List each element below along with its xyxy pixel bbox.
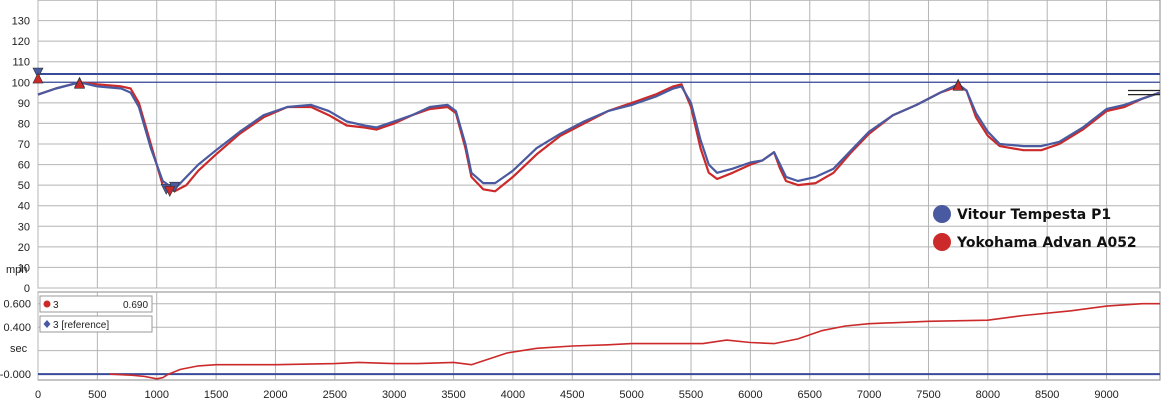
blue-diamond-icon xyxy=(43,320,51,328)
x-tick-label: 3000 xyxy=(382,389,406,401)
delta-info-label-1: 3 xyxy=(53,300,59,311)
x-tick-label: 6000 xyxy=(738,389,762,401)
legend-swatch-yokohama xyxy=(933,233,951,251)
delta-info-box: 3 0.690 3 [reference] xyxy=(39,295,153,333)
x-tick-label: 4000 xyxy=(501,389,525,401)
time-delta-series xyxy=(109,302,1160,380)
time-delta-plot-area xyxy=(37,291,1161,381)
x-tick-label: 3500 xyxy=(441,389,465,401)
red-circle-icon xyxy=(43,300,51,308)
x-tick-label: 6500 xyxy=(798,389,822,401)
x-tick-label: 8000 xyxy=(976,389,1000,401)
x-tick-label: 9000 xyxy=(1094,389,1118,401)
x-tick-label: 2000 xyxy=(263,389,287,401)
speed-reference-lines xyxy=(38,73,1160,83)
speed-y-tick-label: 100 xyxy=(12,77,30,89)
x-tick-label: 1000 xyxy=(144,389,168,401)
x-tick-label: 7500 xyxy=(916,389,940,401)
speed-y-tick-label: 130 xyxy=(12,16,30,28)
speed-y-ticks: 0 10 20 30 40 50 60 70 80 90 100 110 120 130 xyxy=(12,16,30,295)
legend-label-yokohama: Yokohama Advan A052 xyxy=(956,235,1137,251)
delta-info-value-1: 0.690 xyxy=(123,300,148,311)
time-delta-y-ticks: -0.000 0.400 0.600 xyxy=(0,299,31,381)
speed-panel: 0 10 20 30 40 50 60 70 80 90 100 110 120 130 mph Vito… xyxy=(6,0,1161,304)
speed-y-tick-label: 40 xyxy=(18,201,30,213)
speed-grid xyxy=(37,0,1160,289)
speed-y-tick-label: 80 xyxy=(18,118,30,130)
time-delta-y-tick-label: 0.600 xyxy=(3,299,31,311)
legend: Vitour Tempesta P1 Yokohama Advan A052 xyxy=(933,205,1137,251)
min-marker-icon xyxy=(164,186,176,197)
speed-y-tick-label: 10 xyxy=(18,262,30,274)
legend-item-vitour: Vitour Tempesta P1 xyxy=(933,205,1111,223)
time-delta-series-line xyxy=(109,302,1160,380)
speed-axis-label: mph xyxy=(6,264,27,276)
speed-y-tick-label: 20 xyxy=(18,242,30,254)
x-tick-label: 1500 xyxy=(204,389,228,401)
speed-y-tick-label: 60 xyxy=(18,160,30,172)
time-delta-y-tick-label: 0.400 xyxy=(3,322,31,334)
speed-y-tick-label: 50 xyxy=(18,180,30,192)
time-delta-panel: -0.000 0.400 0.600 sec 3 0.690 3 [referenc… xyxy=(0,291,1161,381)
x-tick-label: 8500 xyxy=(1035,389,1059,401)
speed-markers xyxy=(32,67,964,197)
legend-label-vitour: Vitour Tempesta P1 xyxy=(957,207,1111,223)
x-tick-label: 500 xyxy=(88,389,106,401)
max-marker-icon xyxy=(74,77,86,89)
legend-swatch-vitour xyxy=(933,205,951,223)
x-axis-ticks: 0 500 1000 1500 2000 2500 3000 3500 4000 4500 5000… xyxy=(35,389,1119,401)
x-tick-label: 4500 xyxy=(560,389,584,401)
speed-y-tick-label: 70 xyxy=(18,139,30,151)
delta-info-row-2 xyxy=(39,315,153,333)
x-tick-label: 5000 xyxy=(619,389,643,401)
time-delta-y-tick-label: -0.000 xyxy=(0,369,31,381)
x-tick-label: 0 xyxy=(35,389,41,401)
delta-info-label-2: 3 [reference] xyxy=(53,320,109,331)
x-tick-label: 7000 xyxy=(857,389,881,401)
speed-y-tick-label: 0 xyxy=(24,283,30,295)
legend-item-yokohama: Yokohama Advan A052 xyxy=(933,233,1137,251)
delta-info-row-1 xyxy=(39,295,153,313)
speed-y-tick-label: 90 xyxy=(18,98,30,110)
x-tick-label: 2500 xyxy=(323,389,347,401)
speed-y-tick-label: 30 xyxy=(18,221,30,233)
speed-y-tick-label: 120 xyxy=(12,36,30,48)
max-marker-icon xyxy=(952,79,964,91)
x-tick-label: 5500 xyxy=(679,389,703,401)
time-delta-axis-label: sec xyxy=(10,343,28,355)
speed-y-tick-label: 110 xyxy=(12,57,30,69)
max-marker-icon xyxy=(32,72,44,84)
